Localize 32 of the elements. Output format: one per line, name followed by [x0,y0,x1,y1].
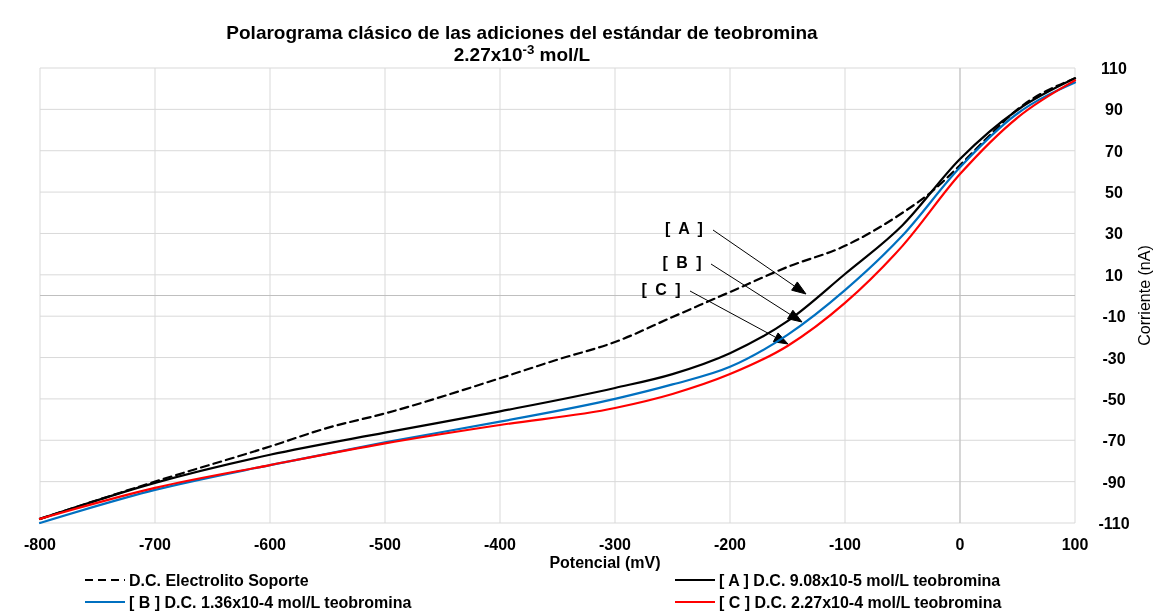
y-tick-label: -10 [1102,308,1126,326]
x-tick-label: -400 [483,536,517,553]
y-tick-label: 30 [1105,225,1123,243]
x-tick-label: 0 [955,536,965,553]
y-tick-label: -50 [1102,390,1126,408]
x-axis-title: Potencial (mV) [549,554,661,571]
legend-label: D.C. Electrolito Soporte [129,572,309,589]
annotation: [ B ] [662,254,704,271]
y-tick-label: 110 [1101,60,1128,77]
x-tick-label: -600 [253,536,287,553]
y-tick-label: -110 [1098,515,1130,532]
x-tick-label: -200 [713,536,747,553]
annotation: [ A ] [665,220,705,237]
y-tick-label: 70 [1105,142,1123,160]
x-tick-label: -700 [138,536,172,553]
y-tick-label: -70 [1102,432,1126,450]
x-tick-label: -100 [828,536,862,553]
annotation: [ C ] [641,281,683,298]
y-tick-label: 50 [1105,184,1123,202]
x-tick-label: -800 [23,536,57,553]
legend-label: [ B ] D.C. 1.36x10-4 mol/L teobromina [129,594,412,611]
y-axis-title: Corriente (nA) [1136,245,1153,346]
y-tick-label: -90 [1102,473,1126,491]
legend-label: [ C ] D.C. 2.27x10-4 mol/L teobromina [719,594,1002,611]
x-tick-label: -500 [368,536,402,553]
y-tick-label: -30 [1102,349,1126,367]
x-tick-label: -300 [598,536,632,553]
y-tick-label: 10 [1105,266,1123,284]
y-tick-label: 90 [1105,101,1123,119]
x-tick-label: 100 [1061,536,1089,553]
chart-title: Polarograma clásico de las adiciones del estándar de teobromina 2.27x10$^{-3}$ mol/L [226,22,819,65]
legend-label: [ A ] D.C. 9.08x10-5 mol/L teobromina [719,572,1001,589]
